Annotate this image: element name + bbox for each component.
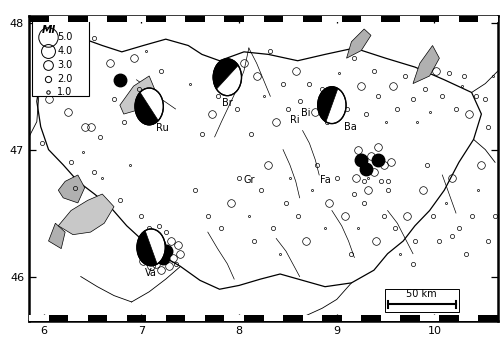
Polygon shape [58, 194, 114, 235]
Bar [322, 16, 342, 22]
Bar [88, 16, 107, 22]
Bar [166, 315, 186, 321]
Text: 2.0: 2.0 [58, 74, 72, 84]
Bar [107, 16, 126, 22]
Bar [302, 16, 322, 22]
Circle shape [213, 59, 242, 96]
Bar [440, 315, 459, 321]
Text: Fa: Fa [320, 175, 330, 185]
Bar [166, 16, 186, 22]
Bar [186, 16, 205, 22]
Bar [68, 315, 87, 321]
Bar [29, 16, 48, 22]
Bar [126, 16, 146, 22]
Bar [459, 16, 478, 22]
Text: Ba: Ba [344, 122, 357, 132]
Bar [224, 315, 244, 321]
Circle shape [137, 229, 166, 266]
Bar [205, 315, 225, 321]
Bar [126, 315, 146, 321]
Bar [107, 315, 126, 321]
Text: Bi: Bi [301, 108, 310, 118]
Text: Ml: Ml [42, 25, 56, 35]
Bar [29, 315, 48, 321]
Bar [478, 315, 498, 321]
Text: 4.0: 4.0 [58, 45, 72, 56]
Bar [361, 16, 381, 22]
Bar [420, 16, 440, 22]
Bar [205, 16, 225, 22]
Bar [381, 315, 400, 321]
Bar [283, 16, 302, 22]
Polygon shape [120, 76, 156, 114]
Bar [459, 315, 478, 321]
Wedge shape [137, 231, 157, 266]
Bar [478, 16, 498, 22]
Bar [48, 315, 68, 321]
Bar [186, 315, 205, 321]
Circle shape [135, 88, 164, 125]
Bar [88, 315, 107, 321]
Polygon shape [346, 29, 371, 58]
Bar [283, 315, 302, 321]
Text: Ri: Ri [290, 115, 300, 125]
Bar [302, 315, 322, 321]
Wedge shape [318, 87, 338, 122]
Text: Va: Va [145, 268, 157, 278]
Bar [264, 315, 283, 321]
Text: 5.0: 5.0 [58, 32, 72, 42]
Bar [322, 315, 342, 321]
Bar [264, 16, 283, 22]
Bar [244, 315, 264, 321]
Bar [342, 16, 361, 22]
Text: Ru: Ru [156, 123, 169, 133]
Bar [68, 16, 87, 22]
Polygon shape [58, 175, 84, 203]
Text: Gr: Gr [243, 175, 254, 185]
Bar [146, 16, 166, 22]
Text: 3.0: 3.0 [58, 60, 72, 69]
Bar [384, 289, 459, 312]
Bar [361, 315, 381, 321]
Bar [224, 16, 244, 22]
Bar [32, 20, 88, 96]
Circle shape [318, 87, 346, 124]
Bar [146, 315, 166, 321]
Bar [381, 16, 400, 22]
Wedge shape [135, 92, 158, 125]
Bar [48, 16, 68, 22]
Polygon shape [48, 223, 65, 248]
Bar [400, 315, 420, 321]
Text: Br: Br [222, 98, 232, 108]
Bar [342, 315, 361, 321]
Bar [244, 16, 264, 22]
Text: 50 km: 50 km [406, 289, 437, 299]
Bar [440, 16, 459, 22]
Text: 1.0: 1.0 [58, 87, 72, 98]
Wedge shape [213, 59, 238, 89]
Bar [400, 16, 420, 22]
Polygon shape [413, 45, 440, 84]
Bar [420, 315, 440, 321]
